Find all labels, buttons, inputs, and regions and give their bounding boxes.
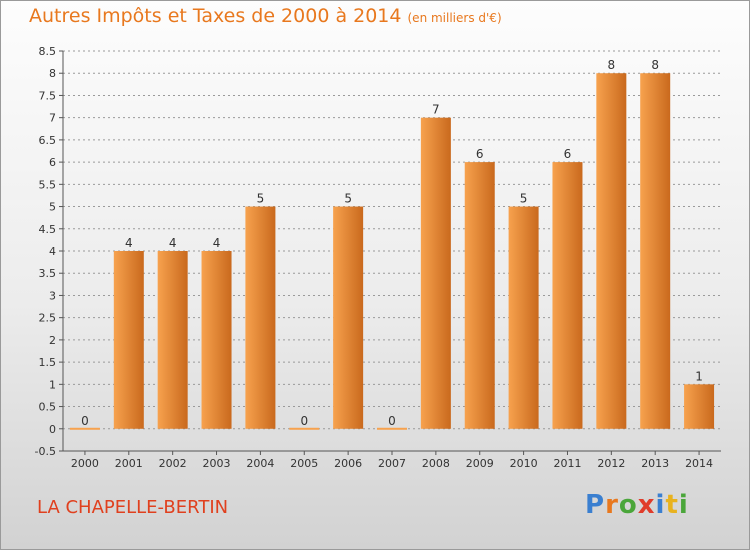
bar bbox=[333, 206, 364, 429]
y-tick-label: 8.5 bbox=[39, 45, 57, 58]
x-tick-label: 2009 bbox=[466, 457, 494, 470]
commune-name: LA CHAPELLE-BERTIN bbox=[37, 497, 229, 518]
data-label: 5 bbox=[257, 192, 265, 206]
x-tick-label: 2003 bbox=[203, 457, 231, 470]
y-tick-label: 7.5 bbox=[39, 89, 57, 102]
y-tick-label: 7 bbox=[49, 112, 56, 125]
y-tick-label: 3 bbox=[49, 289, 56, 302]
x-tick-label: 2004 bbox=[246, 457, 274, 470]
x-tick-label: 2000 bbox=[71, 457, 99, 470]
x-tick-label: 2002 bbox=[159, 457, 187, 470]
logo-letter: P bbox=[585, 490, 606, 520]
y-tick-label: 2 bbox=[49, 334, 56, 347]
y-tick-label: 6 bbox=[49, 156, 56, 169]
x-tick-label: 2013 bbox=[641, 457, 669, 470]
y-tick-label: 4 bbox=[49, 245, 56, 258]
data-label: 6 bbox=[564, 147, 572, 161]
data-label: 0 bbox=[300, 414, 308, 428]
data-label: 7 bbox=[432, 103, 440, 117]
data-label: 4 bbox=[125, 236, 133, 250]
axes: -0.5 0 0.5 1 1.5 2 2.5 3 3.5 4 4.5 5 5.5 6 6.5 7 7.5 8 8.5… bbox=[35, 45, 721, 470]
x-tick-label: 2005 bbox=[290, 457, 318, 470]
y-tick-label: -0.5 bbox=[35, 445, 56, 458]
bar bbox=[552, 162, 583, 429]
bar bbox=[69, 427, 100, 430]
logo-letter: x bbox=[637, 490, 656, 520]
data-label: 0 bbox=[81, 414, 89, 428]
x-tick-label: 2014 bbox=[685, 457, 713, 470]
bar bbox=[201, 251, 232, 429]
y-tick-label: 0 bbox=[49, 423, 56, 436]
y-tick-label: 2.5 bbox=[39, 312, 57, 325]
x-tick-label: 2012 bbox=[597, 457, 625, 470]
logo-letter: i bbox=[655, 490, 666, 520]
data-label: 4 bbox=[213, 236, 221, 250]
bar bbox=[464, 162, 495, 429]
bar bbox=[377, 427, 407, 430]
bar bbox=[113, 251, 144, 429]
y-tick-label: 5 bbox=[49, 201, 56, 214]
title-block: Autres Impôts et Taxes de 2000 à 2014 (en… bbox=[29, 5, 502, 27]
y-tick-label: 4.5 bbox=[39, 223, 57, 236]
data-label: 0 bbox=[388, 414, 396, 428]
logo-letter: i bbox=[678, 490, 689, 520]
x-tick-label: 2011 bbox=[553, 457, 581, 470]
bar bbox=[245, 206, 276, 429]
chart-title: Autres Impôts et Taxes de 2000 à 2014 bbox=[29, 5, 402, 27]
proxiti-logo: Proxiti bbox=[585, 490, 689, 520]
bar bbox=[684, 384, 715, 429]
data-label: 1 bbox=[695, 369, 703, 383]
y-tick-label: 8 bbox=[49, 67, 56, 80]
x-tick-label: 2008 bbox=[422, 457, 450, 470]
data-label: 5 bbox=[520, 192, 528, 206]
y-tick-label: 3.5 bbox=[39, 267, 57, 280]
bar bbox=[508, 206, 539, 429]
logo-letter: r bbox=[605, 490, 619, 520]
x-tick-label: 2007 bbox=[378, 457, 406, 470]
bar bbox=[157, 251, 188, 429]
data-label: 4 bbox=[169, 236, 177, 250]
y-tick-label: 1.5 bbox=[39, 356, 57, 369]
data-labels: 0 4 4 4 5 0 5 0 7 6 5 6 8 8 1 bbox=[81, 58, 703, 428]
y-tick-label: 0.5 bbox=[39, 401, 57, 414]
y-tick-label: 5.5 bbox=[39, 178, 57, 191]
bar bbox=[289, 427, 320, 430]
x-tick-label: 2001 bbox=[115, 457, 143, 470]
logo-letter: t bbox=[665, 490, 679, 520]
y-tick-label: 1 bbox=[49, 378, 56, 391]
bar bbox=[640, 73, 671, 429]
x-tick-label: 2010 bbox=[510, 457, 538, 470]
data-label: 5 bbox=[344, 192, 352, 206]
chart-subtitle: (en milliers d'€) bbox=[407, 11, 502, 25]
data-label: 6 bbox=[476, 147, 484, 161]
x-tick-label: 2006 bbox=[334, 457, 362, 470]
bar bbox=[420, 117, 451, 429]
y-tick-label: 6.5 bbox=[39, 134, 57, 147]
bar bbox=[596, 73, 627, 429]
data-label: 8 bbox=[651, 58, 659, 72]
bars bbox=[69, 73, 715, 430]
data-label: 8 bbox=[608, 58, 616, 72]
logo-letter: o bbox=[618, 490, 638, 520]
